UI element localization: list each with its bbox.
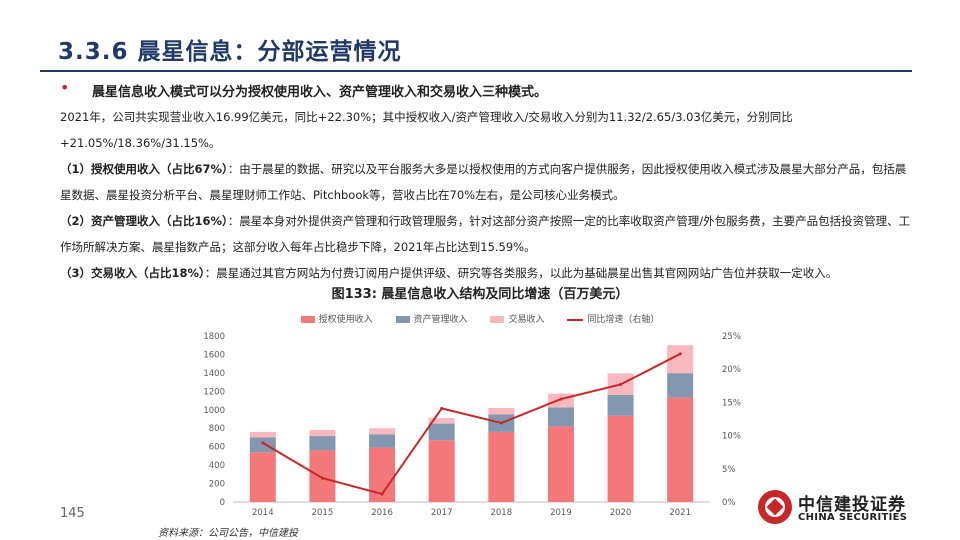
growth-point-2016 — [380, 492, 384, 496]
legend-swatch-growth — [567, 318, 584, 321]
growth-line — [262, 353, 681, 496]
bar-license-2020 — [607, 415, 634, 502]
legend-item-asset: 资产管理收入 — [395, 312, 468, 325]
bar-license-2014 — [249, 452, 276, 502]
bar-transaction-2015 — [309, 430, 336, 437]
bar-license-2015 — [309, 450, 336, 502]
legend-swatch-license — [300, 316, 315, 323]
chart-caption: 图133: 晨星信息收入结构及同比增速（百万美元） — [331, 287, 629, 302]
bar-asset-2017 — [428, 423, 455, 441]
license-paragraph: （1）授权使用收入（占比67%）：由于晨星的数据、研究以及平台服务大多是以授权使… — [60, 156, 916, 208]
growth-point-2017 — [440, 406, 444, 410]
y-right-tick-label: 25% — [722, 332, 741, 342]
y-left-tick-label: 1600 — [203, 350, 225, 360]
transaction-text: ：晨星通过其官方网站为付费订阅用户提供评级、研究等各类服务，以此为基础晨星出售其… — [204, 266, 838, 280]
key-point-bullet: 晨星信息收入模式可以分为授权使用收入、资产管理收入和交易收入三种模式。 — [92, 85, 548, 100]
legend-item-license: 授权使用收入 — [300, 312, 373, 325]
bar-asset-2020 — [607, 395, 634, 416]
brand-name-cn: 中信建投证券 — [798, 495, 906, 515]
bar-asset-2016 — [369, 434, 396, 448]
asset-text: ：晨星本身对外提供资产管理和行政管理服务，针对这部分资产按照一定的比率收取资产管… — [60, 214, 911, 254]
legend-swatch-asset — [395, 316, 410, 323]
growth-point-2021 — [678, 352, 682, 356]
y-right-tick-label: 5% — [722, 465, 736, 475]
y-left-tick-label: 800 — [209, 424, 225, 434]
y-left-tick-label: 400 — [209, 461, 225, 471]
x-tick-label: 2020 — [610, 508, 632, 518]
y-left-tick-label: 600 — [209, 443, 225, 453]
bar-asset-2019 — [547, 407, 574, 427]
bar-asset-2021 — [667, 373, 694, 398]
bar-license-2018 — [488, 431, 515, 502]
growth-point-2014 — [261, 441, 265, 445]
transaction-heading: （3）交易收入（占比18%） — [60, 266, 205, 280]
x-tick-label: 2017 — [431, 508, 453, 518]
brand-logo: 中信建投证券 CHINA SECURITIES — [758, 488, 928, 532]
growth-point-2018 — [499, 421, 503, 425]
x-tick-label: 2015 — [312, 508, 334, 518]
license-text: ：由于晨星的数据、研究以及平台服务大多是以授权使用的方式向客户提供服务，因此授权… — [60, 162, 907, 202]
title-divider — [40, 70, 912, 72]
legend-item-transaction: 交易收入 — [490, 312, 544, 325]
bar-license-2017 — [428, 440, 455, 502]
bar-transaction-2018 — [488, 407, 515, 415]
growth-point-2015 — [320, 476, 324, 480]
x-tick-label: 2016 — [371, 508, 393, 518]
legend-label-growth: 同比增速（右轴） — [587, 315, 660, 325]
growth-point-2020 — [619, 382, 623, 386]
y-right-tick-label: 15% — [722, 398, 741, 408]
legend-label-transaction: 交易收入 — [508, 315, 545, 325]
page-number: 145 — [60, 506, 85, 521]
bar-license-2021 — [667, 397, 694, 502]
slide-title: 3.3.6 晨星信息：分部运营情况 — [58, 39, 402, 65]
bar-transaction-2016 — [369, 428, 396, 435]
bar-license-2019 — [547, 426, 574, 502]
source-note: 资料来源：公司公告，中信建投 — [158, 528, 298, 539]
summary-text: 2021年，公司共实现营业收入16.99亿美元，同比+22.30%；其中授权收入… — [60, 110, 793, 150]
bullet-dot-icon: • — [60, 78, 70, 97]
brand-name-en: CHINA SECURITIES — [798, 512, 908, 523]
asset-paragraph: （2）资产管理收入（占比16%）：晨星本身对外提供资产管理和行政管理服务，针对这… — [60, 208, 916, 260]
y-left-tick-label: 1200 — [203, 387, 225, 397]
bar-asset-2015 — [309, 436, 336, 451]
y-left-tick-label: 0 — [220, 498, 225, 508]
x-tick-label: 2018 — [490, 508, 512, 518]
y-left-tick-label: 200 — [209, 480, 225, 490]
asset-heading: （2）资产管理收入（占比16%） — [60, 214, 228, 228]
bar-transaction-2017 — [428, 418, 455, 424]
summary-paragraph: 2021年，公司共实现营业收入16.99亿美元，同比+22.30%；其中授权收入… — [60, 104, 916, 156]
legend-item-growth: 同比增速（右轴） — [567, 312, 659, 325]
license-heading: （1）授权使用收入（占比67%） — [60, 162, 228, 176]
brand-emblem-icon — [758, 490, 792, 524]
y-right-tick-label: 20% — [722, 365, 741, 375]
legend-swatch-transaction — [490, 316, 505, 323]
y-right-tick-label: 10% — [722, 432, 741, 442]
bar-transaction-2014 — [249, 431, 276, 438]
x-tick-label: 2019 — [550, 508, 572, 518]
legend-label-asset: 资产管理收入 — [413, 315, 468, 325]
x-tick-label: 2021 — [669, 508, 691, 518]
transaction-paragraph: （3）交易收入（占比18%）：晨星通过其官方网站为付费订阅用户提供评级、研究等各… — [60, 260, 916, 286]
y-left-tick-label: 1800 — [203, 332, 225, 342]
y-right-tick-label: 0% — [722, 498, 736, 508]
x-tick-label: 2014 — [252, 508, 274, 518]
chart-legend: 授权使用收入 资产管理收入 交易收入 同比增速（右轴） — [0, 312, 960, 325]
growth-point-2019 — [559, 397, 563, 401]
legend-label-license: 授权使用收入 — [318, 315, 373, 325]
bar-asset-2014 — [249, 437, 276, 453]
y-left-tick-label: 1000 — [203, 406, 225, 416]
y-left-tick-label: 1400 — [203, 369, 225, 379]
